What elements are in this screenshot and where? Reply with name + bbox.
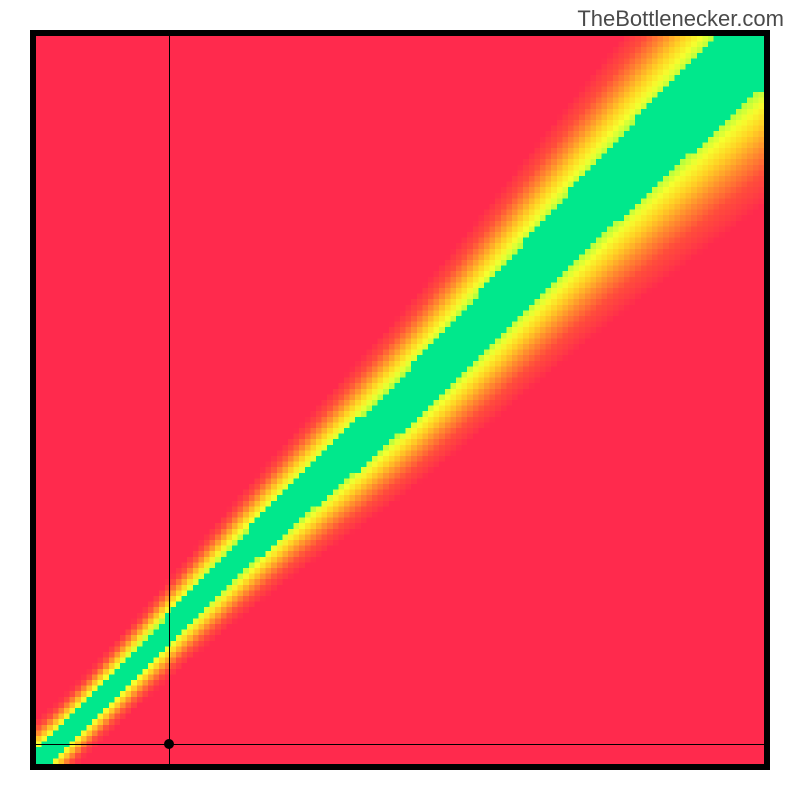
- crosshair-horizontal: [36, 744, 764, 745]
- heatmap-canvas: [36, 36, 764, 764]
- heatmap-plot-area: [36, 36, 764, 764]
- watermark-text: TheBottlenecker.com: [577, 6, 784, 32]
- crosshair-vertical: [169, 36, 170, 764]
- marker-dot: [164, 739, 174, 749]
- heatmap-frame: [30, 30, 770, 770]
